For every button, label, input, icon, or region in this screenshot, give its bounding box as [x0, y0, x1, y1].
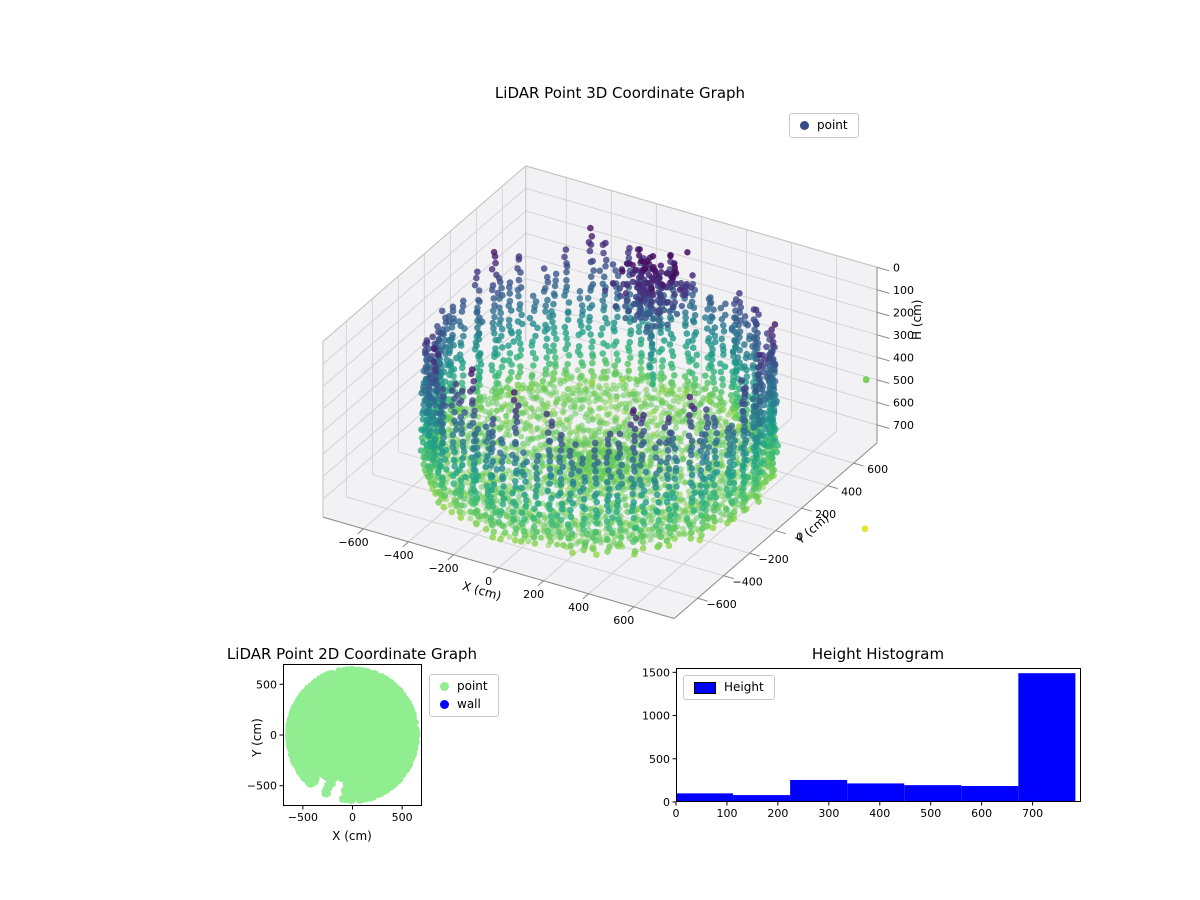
chart2d-yaxis-label: Y (cm)	[250, 718, 264, 757]
chart2d-legend-item-point: point	[440, 680, 488, 693]
histogram-legend-item-height: Height	[694, 681, 764, 694]
chart2d-legend: point wall	[429, 674, 499, 717]
chart2d-legend-label-wall: wall	[457, 697, 481, 711]
chart3d-legend-label: point	[817, 118, 848, 132]
wall-marker-icon	[440, 700, 449, 709]
chart3d-canvas	[300, 130, 980, 650]
chart2d-xaxis-label: X (cm)	[332, 829, 372, 843]
chart2d-legend-item-wall: wall	[440, 698, 488, 711]
chart3d-legend-item-point: point	[800, 119, 848, 132]
point-marker-icon	[440, 682, 449, 691]
histogram-legend-label: Height	[724, 680, 764, 694]
histogram-legend: Height	[683, 675, 775, 700]
chart2d-legend-label-point: point	[457, 679, 488, 693]
point-marker-icon	[800, 121, 809, 130]
chart3d-haxis-label: H (cm)	[910, 299, 924, 341]
chart3d-title: LiDAR Point 3D Coordinate Graph	[494, 84, 746, 102]
height-patch-icon	[694, 681, 716, 694]
